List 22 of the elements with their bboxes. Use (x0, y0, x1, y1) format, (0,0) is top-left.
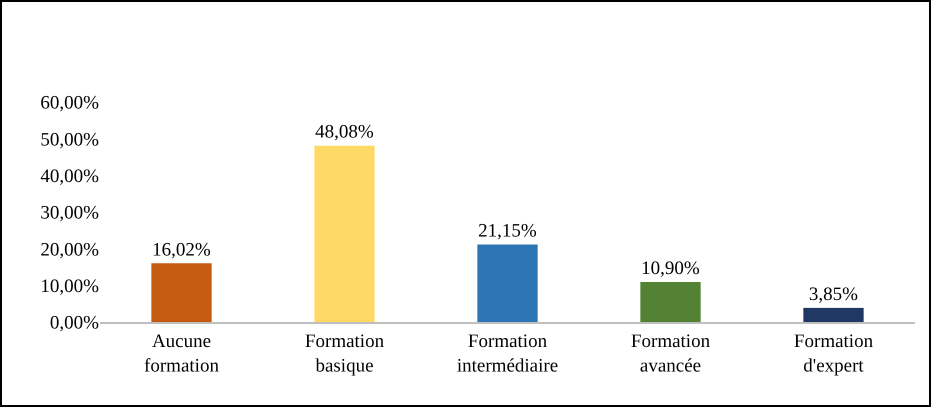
x-tick-label: Formation avancée (630, 330, 711, 376)
bar (803, 308, 864, 322)
y-tick-label: 0,00% (50, 312, 100, 334)
data-label: 21,15% (478, 220, 537, 242)
bar (151, 263, 212, 322)
y-tick-label: 50,00% (40, 129, 100, 150)
bar (314, 146, 375, 322)
x-tick-label: Aucune formation (144, 330, 220, 376)
x-tick-label: Formation d'expert (794, 330, 874, 376)
y-tick-label: 10,00% (40, 276, 100, 297)
x-tick-label: Formation intermédiaire (456, 330, 558, 376)
data-label: 10,90% (641, 258, 700, 280)
y-tick-label: 60,00% (40, 92, 100, 114)
bar (477, 244, 538, 322)
data-label: 48,08% (315, 122, 374, 143)
bar (640, 282, 701, 322)
y-tick-label: 30,00% (40, 202, 100, 224)
x-tick-label: Formation basique (304, 330, 385, 376)
data-label: 3,85% (808, 284, 858, 305)
data-label: 16,02% (152, 239, 211, 260)
y-tick-label: 20,00% (40, 239, 100, 260)
y-tick-label: 40,00% (40, 166, 100, 187)
